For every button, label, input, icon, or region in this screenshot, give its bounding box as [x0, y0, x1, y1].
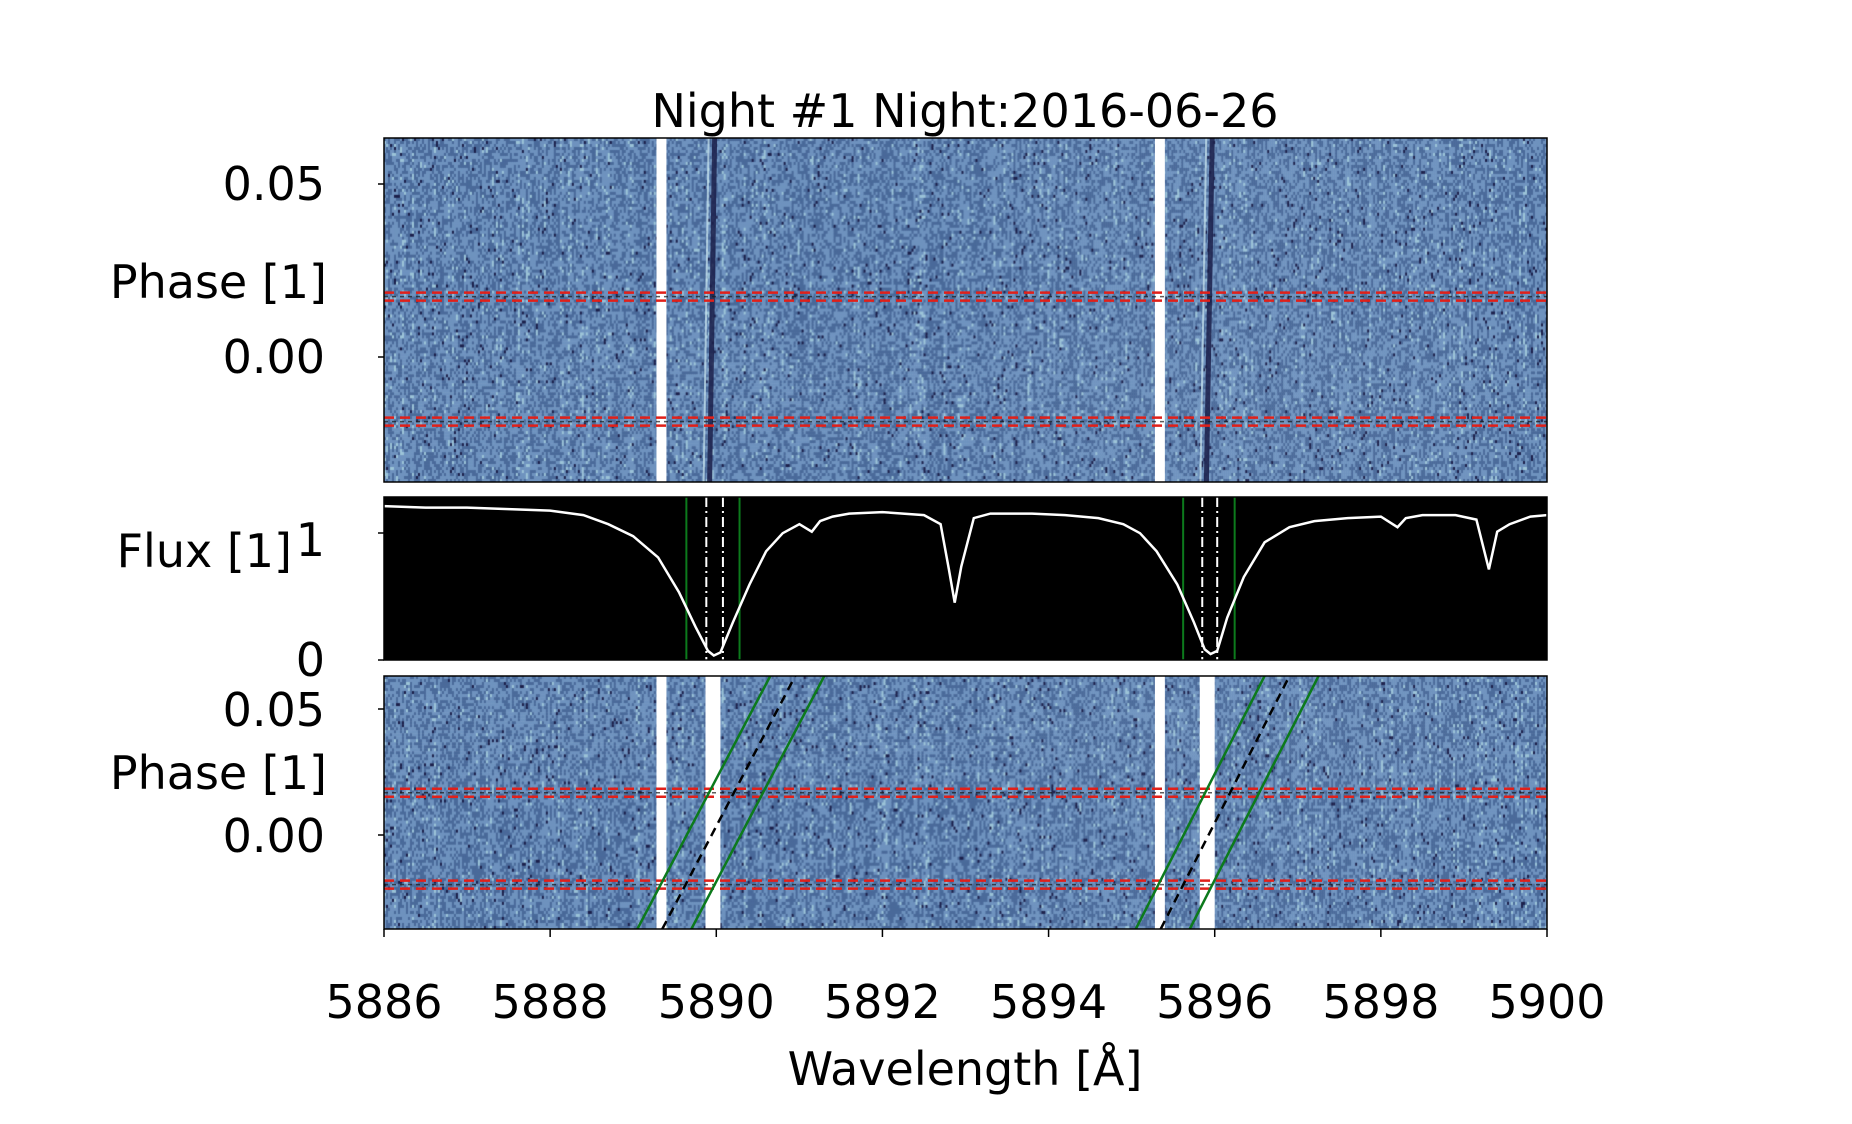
masked-column — [1199, 676, 1215, 929]
planet-trail-line — [1188, 676, 1320, 929]
masked-column — [656, 138, 667, 482]
x-tick-label: 5900 — [1488, 975, 1605, 1029]
bottom-panel-frame — [383, 675, 1548, 930]
chart-title: Night #1 Night:2016-06-26 — [651, 84, 1278, 138]
flux-ytick-label: 0 — [296, 633, 325, 687]
masked-column — [1154, 138, 1165, 482]
bottom-heatmap-panel: 0.05 0.00 Phase [1] 5886 5888 5890 5892 5894… — [110, 675, 1606, 1096]
x-tick-label: 5890 — [658, 975, 775, 1029]
bottom-heatmap-data — [384, 676, 1547, 929]
bottom-ylabel: Phase [1] — [110, 746, 327, 800]
masked-column — [1154, 676, 1165, 929]
x-tick-label: 5898 — [1322, 975, 1439, 1029]
planet-trail-line — [690, 676, 826, 929]
flux-spectrum-line — [384, 504, 1547, 657]
flux-panel-data — [384, 497, 1547, 660]
x-tick-label: 5886 — [325, 975, 442, 1029]
masked-column — [656, 676, 667, 929]
planet-trail-line — [1134, 676, 1266, 929]
planet-trail-line — [636, 676, 772, 929]
x-tick-label: 5896 — [1156, 975, 1273, 1029]
bottom-ytick-label: 0.05 — [223, 683, 325, 737]
flux-ylabel: Flux [1] — [117, 524, 292, 578]
flux-panel-background — [384, 497, 1547, 660]
top-panel-frame — [383, 137, 1548, 483]
top-ytick-label: 0.05 — [223, 157, 325, 211]
x-tick-label: 5888 — [492, 975, 609, 1029]
top-ylabel: Phase [1] — [110, 255, 327, 309]
bottom-ytick-label: 0.00 — [223, 809, 325, 863]
flux-panel-frame — [383, 496, 1548, 661]
top-heatmap-data — [384, 138, 1547, 482]
top-heatmap-panel: 0.05 0.00 Phase [1] — [110, 137, 1548, 483]
planet-trail-line — [1159, 676, 1291, 929]
flux-panel: 1 0 Flux [1] — [117, 496, 1548, 687]
top-ytick-label: 0.00 — [223, 330, 325, 384]
heatmap-pixels — [384, 676, 1547, 929]
x-axis-label: Wavelength [Å] — [788, 1042, 1143, 1096]
flux-ytick-label: 1 — [296, 513, 325, 567]
x-tick-label: 5892 — [824, 975, 941, 1029]
planet-trail-line — [661, 676, 797, 929]
heatmap-pixels — [384, 138, 1547, 482]
x-axis-ticks: 5886 5888 5890 5892 5894 5896 5898 5900 — [325, 929, 1606, 1029]
masked-column — [705, 676, 721, 929]
x-tick-label: 5894 — [990, 975, 1107, 1029]
